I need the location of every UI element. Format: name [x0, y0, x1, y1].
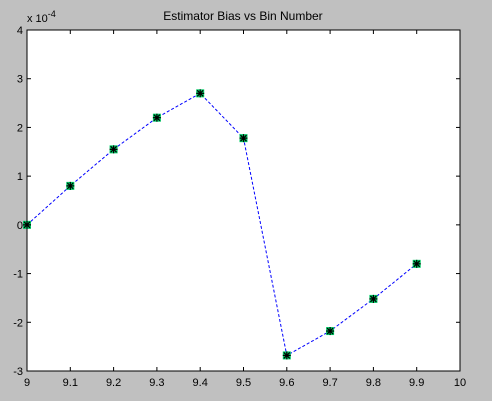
x-tick-label: 10 — [454, 377, 466, 389]
series-layer — [23, 89, 421, 360]
y-multiplier-exponent: -4 — [48, 9, 56, 19]
x-tick-label: 9.2 — [106, 377, 121, 389]
y-tick-label: -1 — [13, 269, 23, 281]
x-tick-label: 9.4 — [193, 377, 208, 389]
y-tick-label: 4 — [17, 25, 23, 37]
x-tick-label: 9.8 — [366, 377, 381, 389]
x-tick-label: 9 — [24, 377, 30, 389]
data-point — [369, 294, 378, 303]
y-multiplier-base: x 10 — [27, 13, 48, 25]
y-tick-label: 2 — [17, 122, 23, 134]
x-tick-label: 9.9 — [409, 377, 424, 389]
data-point-star — [110, 145, 118, 153]
x-axis-ticks: 9 9.1 9.2 9.3 9.4 9.5 9.6 9.7 9.8 9.9 10 — [24, 30, 466, 389]
x-tick-label: 9.1 — [63, 377, 78, 389]
x-tick-label: 9.7 — [322, 377, 337, 389]
data-point — [196, 89, 205, 98]
y-multiplier-label: x 10-4 — [27, 9, 56, 25]
data-point-star — [196, 89, 204, 97]
x-tick-label: 9.3 — [149, 377, 164, 389]
data-point-star — [369, 295, 377, 303]
y-tick-label: 1 — [17, 171, 23, 183]
data-point-star — [413, 260, 421, 268]
data-point-star — [153, 114, 161, 122]
y-tick-label: 3 — [17, 74, 23, 86]
axes-background — [26, 29, 461, 372]
x-tick-label: 9.6 — [279, 377, 294, 389]
data-point — [152, 113, 161, 122]
y-tick-label: -3 — [13, 366, 23, 378]
series-line — [26, 92, 418, 357]
chart-title: Estimator Bias vs Bin Number — [163, 9, 322, 23]
y-tick-label: -2 — [13, 317, 23, 329]
data-point-star — [283, 351, 291, 359]
data-point-star — [66, 182, 74, 190]
data-point — [66, 181, 75, 190]
y-tick-label: 0 — [17, 220, 23, 232]
data-point — [282, 351, 291, 360]
data-point — [326, 327, 335, 336]
data-point — [109, 145, 118, 154]
x-tick-label: 9.5 — [236, 377, 251, 389]
data-point — [23, 220, 31, 229]
data-point — [239, 134, 248, 143]
data-point-star — [240, 134, 247, 142]
data-point-star — [326, 327, 334, 335]
data-point — [412, 259, 421, 268]
data-point-star — [23, 221, 31, 229]
